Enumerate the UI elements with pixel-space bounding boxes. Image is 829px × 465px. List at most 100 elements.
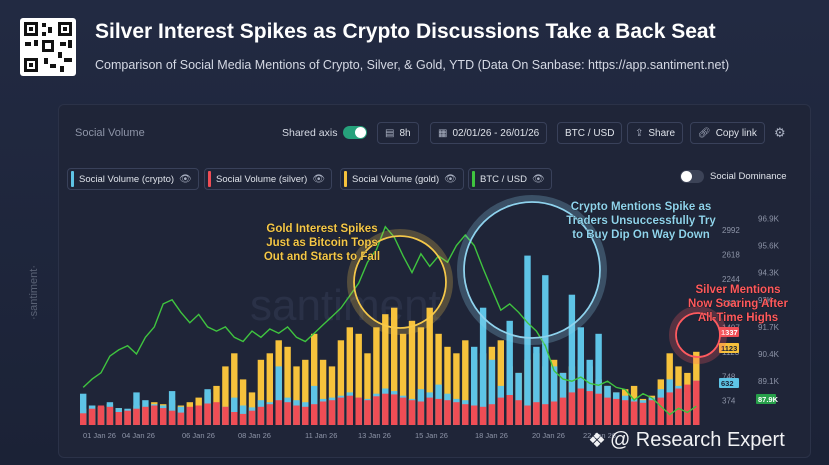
x-axis-tick: 20 Jan 26 xyxy=(532,431,565,440)
date-range-button[interactable]: ▦ 02/01/26 - 26/01/26 xyxy=(430,122,548,144)
gold-bar xyxy=(426,307,433,425)
shared-axis-control[interactable]: Shared axis xyxy=(282,126,368,139)
sv-axis-tick: 2992 xyxy=(722,226,740,235)
eye-icon[interactable]: 👁︎ xyxy=(179,173,192,185)
date-range-label: 02/01/26 - 26/01/26 xyxy=(452,127,540,139)
annotation-glow xyxy=(669,306,727,364)
silver-bar xyxy=(613,398,620,425)
pair-button[interactable]: BTC / USD xyxy=(557,122,623,144)
copy-link-button[interactable]: 🔗︎ Copy link xyxy=(690,122,765,144)
annotation-line: Now Soaring After xyxy=(688,298,788,310)
crypto-bar xyxy=(595,333,602,425)
legend-btc-swatch xyxy=(472,171,475,187)
gold-bar xyxy=(346,327,353,425)
x-axis-tick: 04 Jan 26 xyxy=(122,431,155,440)
annotation-line: to Buy Dip On Way Down xyxy=(572,229,710,241)
social-dominance-toggle[interactable] xyxy=(680,170,704,183)
axis-value-label: 1123 xyxy=(721,344,737,353)
annotation-circle xyxy=(463,201,601,339)
annotation-line: Silver Mentions xyxy=(696,284,781,296)
silver-bar xyxy=(124,410,131,425)
axis-value-marker xyxy=(719,343,739,353)
x-axis-tick: 18 Jan 26 xyxy=(475,431,508,440)
silver-bar xyxy=(373,396,380,425)
watermark-text: @ Research Expert xyxy=(609,429,785,451)
panel-title: Social Volume xyxy=(75,127,145,139)
crypto-bar xyxy=(231,397,238,425)
crypto-bar xyxy=(533,346,540,425)
social-dominance-control[interactable]: Social Dominance xyxy=(680,170,787,183)
annotation-line: Crypto Mentions Spike as xyxy=(571,201,712,213)
silver-bar xyxy=(328,400,336,425)
crypto-bar xyxy=(568,294,576,425)
silver-bar xyxy=(168,410,176,425)
legend-gold-swatch xyxy=(344,171,347,187)
silver-bar xyxy=(391,394,398,425)
interval-button[interactable]: ▤ 8h xyxy=(377,122,419,144)
btc-axis-tick: 96.9K xyxy=(758,214,780,223)
annotation-text: Crypto Mentions Spike as Traders Unsucces… xyxy=(566,201,716,241)
silver-bar xyxy=(80,413,87,425)
silver-bar xyxy=(595,393,602,425)
gold-bar xyxy=(231,353,238,425)
calendar-icon: ▦ xyxy=(438,127,448,139)
annotation-line: Gold Interest Spikes xyxy=(266,223,377,235)
gold-bar xyxy=(391,307,398,425)
crypto-bar xyxy=(80,393,87,425)
legend-gold[interactable]: Social Volume (gold) 👁︎ xyxy=(340,168,464,190)
legend-btc-label: BTC / USD xyxy=(480,173,527,185)
copy-link-label: Copy link xyxy=(715,127,757,139)
silver-bar xyxy=(657,397,664,425)
crypto-bar xyxy=(275,366,282,425)
silver-bar xyxy=(186,406,193,425)
silver-bar xyxy=(88,408,96,425)
axis-value-marker xyxy=(719,378,739,388)
silver-bar xyxy=(213,402,220,425)
eye-icon[interactable]: 👁︎ xyxy=(312,173,326,185)
silver-bar xyxy=(177,412,185,425)
silver-bar xyxy=(497,397,504,425)
silver-bar xyxy=(257,406,265,425)
legend-btc[interactable]: BTC / USD 👁︎ xyxy=(468,168,552,190)
silver-bar xyxy=(239,413,247,425)
x-axis-tick: 15 Jan 26 xyxy=(415,431,448,440)
silver-bar xyxy=(355,397,362,425)
silver-bar xyxy=(160,408,167,425)
silver-bar xyxy=(204,403,211,425)
crypto-bar xyxy=(168,391,176,425)
x-axis-tick: 01 Jan 26 xyxy=(83,431,116,440)
settings-gear-icon[interactable]: ⚙ xyxy=(774,125,786,140)
annotation-glow xyxy=(457,195,607,345)
silver-bar xyxy=(115,412,122,425)
silver-bar xyxy=(142,406,149,425)
silver-bar xyxy=(311,404,318,425)
annotation-line: All-Time Highs xyxy=(698,312,778,324)
x-axis-tick: 13 Jan 26 xyxy=(358,431,391,440)
eye-icon[interactable]: 👁︎ xyxy=(444,173,457,185)
silver-bar xyxy=(364,400,371,425)
qr-code xyxy=(20,18,76,76)
shared-axis-toggle[interactable] xyxy=(343,126,368,139)
legend-crypto[interactable]: Social Volume (crypto) 👁︎ xyxy=(67,168,199,190)
gold-bar xyxy=(266,353,273,425)
silver-bar xyxy=(453,402,460,425)
gold-bar xyxy=(319,359,327,425)
silver-bar xyxy=(408,400,416,425)
share-button[interactable]: ⇪ Share xyxy=(627,122,684,144)
silver-bar xyxy=(293,405,300,425)
silver-bar xyxy=(693,380,700,425)
legend-silver[interactable]: Social Volume (silver) 👁︎ xyxy=(204,168,333,190)
silver-bar xyxy=(248,410,256,425)
silver-bar xyxy=(284,402,291,425)
silver-bar xyxy=(568,392,576,425)
btc-axis-tick: 90.4K xyxy=(758,350,780,359)
btc-axis-tick: 93K xyxy=(758,296,773,305)
silver-bar xyxy=(630,401,638,425)
crypto-bar xyxy=(488,359,496,425)
eye-icon[interactable]: 👁︎ xyxy=(531,173,545,185)
annotation-line: Out and Starts to Fall xyxy=(264,251,380,263)
silver-bar xyxy=(319,401,327,425)
axis-value-label: 87.9K xyxy=(758,395,779,404)
annotation-text: Gold Interest Spikes Just as Bitcoin Tops… xyxy=(264,223,380,263)
gold-bar xyxy=(311,333,318,425)
